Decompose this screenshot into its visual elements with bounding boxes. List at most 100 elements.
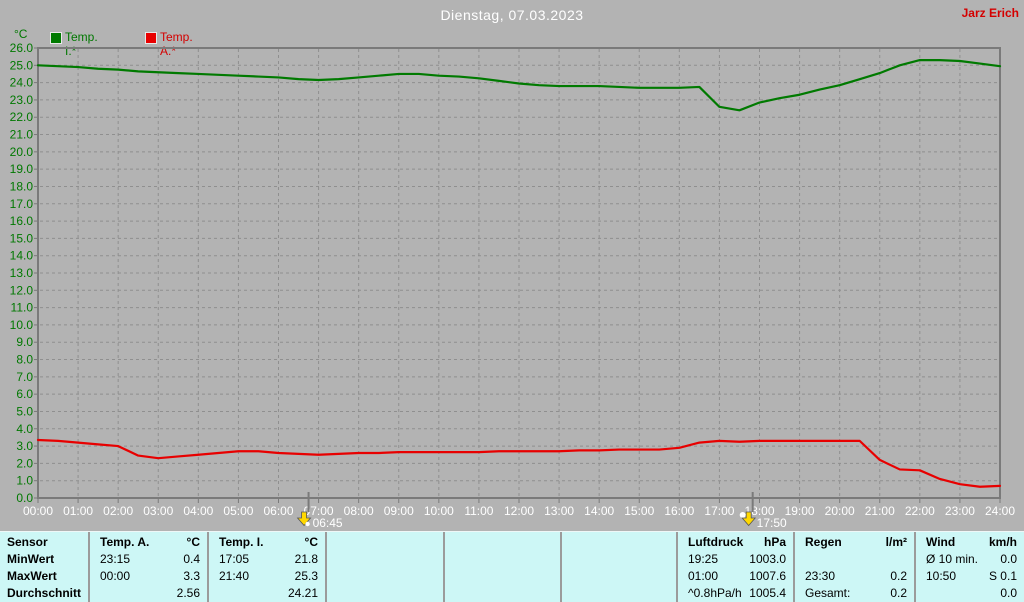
- sunrise-icon: [296, 511, 312, 527]
- stats-avg-row: 24.21: [209, 585, 325, 602]
- y-tick-label: 21.0: [10, 128, 34, 142]
- x-tick-label: 06:00: [263, 504, 293, 518]
- y-tick-label: 13.0: [10, 266, 34, 280]
- x-tick-label: 05:00: [223, 504, 253, 518]
- stats-min-row: Ø 10 min. 0.0: [916, 551, 1024, 568]
- sunrise-time-label: 06:45: [313, 516, 343, 530]
- y-tick-label: 8.0: [16, 353, 33, 367]
- y-tick-label: 25.0: [10, 58, 34, 72]
- temp-outside-line: [36, 438, 1002, 488]
- y-tick-label: 20.0: [10, 145, 34, 159]
- x-tick-label: 09:00: [384, 504, 414, 518]
- stats-col-regen: Regen l/m² 23:30 0.2 Gesamt: 0.2: [793, 532, 914, 602]
- max-value: 0.2: [890, 569, 907, 583]
- x-tick-label: 04:00: [183, 504, 213, 518]
- y-tick-label: 18.0: [10, 179, 34, 193]
- stats-avg-row: Gesamt: 0.2: [795, 585, 914, 602]
- sensor-name: Wind: [926, 535, 956, 549]
- x-tick-label: 20:00: [825, 504, 855, 518]
- sensor-unit: hPa: [763, 535, 786, 549]
- max-value: 3.3: [183, 569, 200, 583]
- sensor-unit: °C: [304, 535, 318, 549]
- stats-col-luftdruck: Luftdruck hPa 19:25 1003.0 01:00 1007.6 ^0.8hP…: [676, 532, 793, 602]
- x-tick-label: 16:00: [664, 504, 694, 518]
- min-time: Ø 10 min.: [926, 552, 979, 566]
- stats-col-temp-a-: Temp. A. °C 23:15 0.4 00:00 3.3 2.56: [88, 532, 207, 602]
- x-tick-label: 23:00: [945, 504, 975, 518]
- sensor-name: Regen: [805, 535, 842, 549]
- y-tick-label: 24.0: [10, 76, 34, 90]
- y-tick-label: 2.0: [16, 456, 33, 470]
- stats-min-row: [795, 551, 914, 568]
- stats-col-wind: Wind km/h Ø 10 min. 0.0 10:50 S 0.1 0.0: [914, 532, 1024, 602]
- x-tick-label: 00:00: [23, 504, 53, 518]
- y-tick-label: 1.0: [16, 474, 33, 488]
- stats-col-header: Luftdruck hPa: [678, 534, 793, 551]
- y-tick-label: 15.0: [10, 231, 34, 245]
- stats-max-row: 21:40 25.3: [209, 568, 325, 585]
- stats-row-header: MaxWert: [7, 569, 57, 583]
- y-tick-label: 9.0: [16, 335, 33, 349]
- page-title: Dienstag, 07.03.2023: [440, 7, 584, 23]
- x-tick-label: 22:00: [905, 504, 935, 518]
- x-tick-label: 19:00: [785, 504, 815, 518]
- avg-time: ^0.8hPa/h: [688, 586, 742, 600]
- stats-avg-row: 0.0: [916, 585, 1024, 602]
- avg-value: 1005.4: [749, 586, 786, 600]
- x-tick-label: 07:00: [304, 504, 334, 518]
- y-tick-label: 5.0: [16, 404, 33, 418]
- sensor-unit: °C: [186, 535, 200, 549]
- y-tick-label: 4.0: [16, 422, 33, 436]
- sensor-name: Luftdruck: [688, 535, 744, 549]
- y-tick-label: 19.0: [10, 162, 34, 176]
- max-time: 00:00: [100, 569, 131, 583]
- stats-col-empty: [443, 532, 560, 602]
- stats-max-row: 00:00 3.3: [90, 568, 207, 585]
- stats-min-row: 23:15 0.4: [90, 551, 207, 568]
- x-tick-label: 10:00: [424, 504, 454, 518]
- y-tick-label: 3.0: [16, 439, 33, 453]
- max-time: 23:30: [805, 569, 836, 583]
- max-time: 21:40: [219, 569, 250, 583]
- avg-time: Gesamt:: [805, 586, 851, 600]
- y-tick-label: 10.0: [10, 318, 34, 332]
- temp-inside-legend-swatch-icon: [50, 32, 62, 44]
- x-tick-label: 12:00: [504, 504, 534, 518]
- stats-col-empty: [325, 532, 443, 602]
- stats-avg-row: 2.56: [90, 585, 207, 602]
- sensor-name: Temp. A.: [100, 535, 150, 549]
- x-tick-label: 14:00: [584, 504, 614, 518]
- sensor-name: Temp. I.: [219, 535, 264, 549]
- stats-col-empty: [560, 532, 676, 602]
- y-tick-label: 11.0: [11, 301, 34, 315]
- x-tick-label: 15:00: [624, 504, 654, 518]
- min-time: 17:05: [219, 552, 250, 566]
- avg-value: 0.2: [890, 586, 907, 600]
- x-tick-label: 03:00: [143, 504, 173, 518]
- max-value: S 0.1: [988, 569, 1017, 583]
- temp-outside-legend-swatch-icon: [145, 32, 157, 44]
- y-tick-label: 6.0: [16, 387, 33, 401]
- stats-row-header: MinWert: [7, 552, 55, 566]
- y-tick-label: 17.0: [10, 197, 34, 211]
- sun-dot-icon: [305, 521, 310, 527]
- min-value: 0.4: [183, 552, 200, 566]
- y-tick-label: 23.0: [10, 93, 34, 107]
- stats-min-row: 17:05 21.8: [209, 551, 325, 568]
- temp-inside-line: [36, 59, 1002, 112]
- x-tick-label: 11:00: [464, 504, 493, 518]
- stats-col-header: Temp. I. °C: [209, 534, 325, 551]
- x-tick-label: 24:00: [985, 504, 1015, 518]
- y-tick-label: 14.0: [10, 249, 34, 263]
- stats-col-header: Temp. A. °C: [90, 534, 207, 551]
- stats-avg-row: ^0.8hPa/h 1005.4: [678, 585, 793, 602]
- min-value: 21.8: [294, 552, 318, 566]
- sun-dot-icon: [739, 512, 746, 518]
- max-value: 1007.6: [749, 569, 786, 583]
- x-tick-label: 21:00: [865, 504, 895, 518]
- stats-max-row: 10:50 S 0.1: [916, 568, 1024, 585]
- avg-value: 0.0: [1000, 586, 1017, 600]
- stats-min-row: 19:25 1003.0: [678, 551, 793, 568]
- y-tick-label: 7.0: [16, 370, 33, 384]
